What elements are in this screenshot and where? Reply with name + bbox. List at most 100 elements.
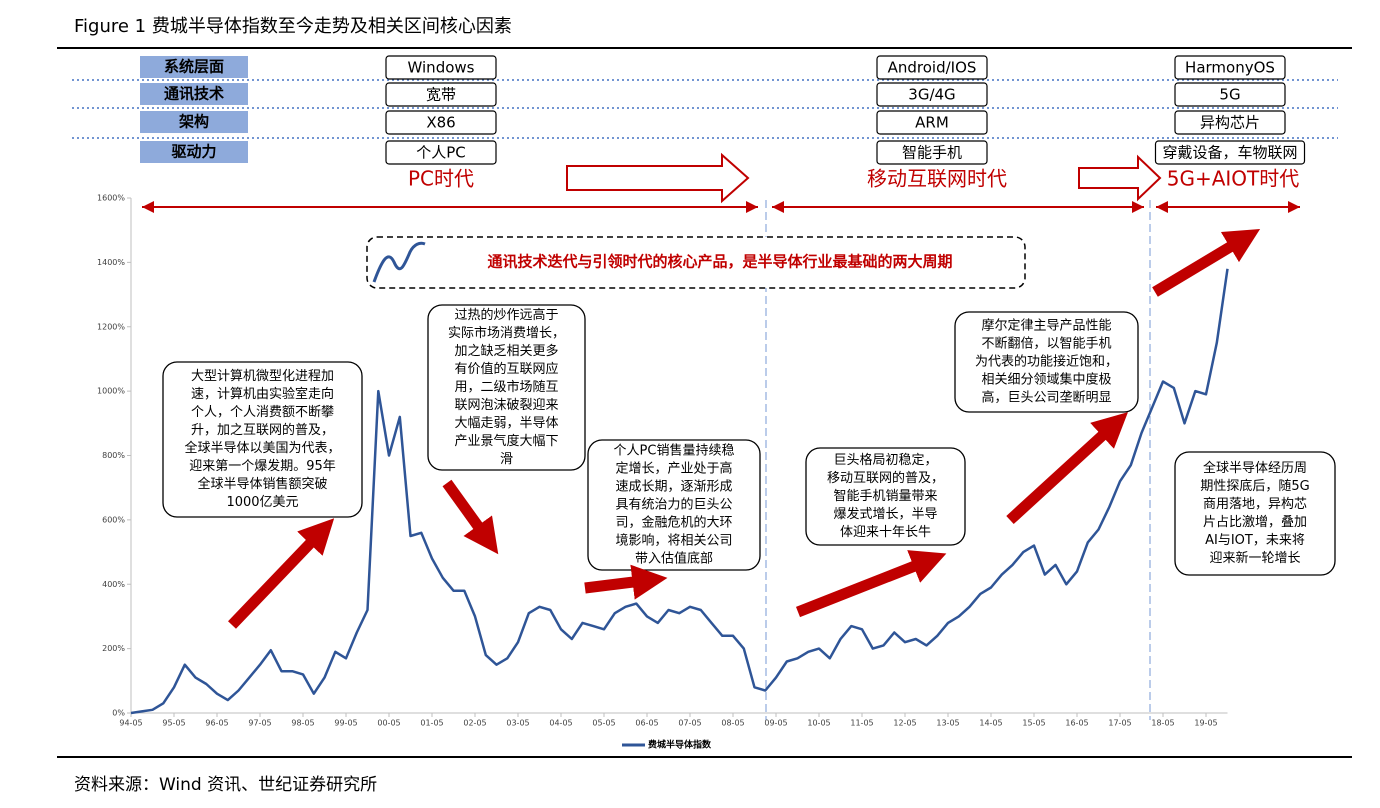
row-label-box [140,83,248,105]
x-tick-label: 02-05 [463,719,486,728]
row-value: 智能手机 [902,144,962,162]
row-value: X86 [426,114,455,132]
row-label-box [140,111,248,133]
annotation-box [427,304,586,471]
annotation-line: 产业景气度大幅下 [454,433,558,449]
x-tick-label: 94-05 [119,719,142,728]
annotation-line: 爆发式增长，半导 [833,506,937,522]
annotation-line: 滑 [500,452,513,467]
annotation-line: 商用落地，异构芯 [1203,497,1307,512]
annotation-line: 全球半导体以美国为代表， [184,440,340,456]
hollow-arrow [566,152,750,204]
annotation-line: 速成长期，逐渐形成 [615,480,732,495]
banner-icon [372,241,426,283]
row-value-box [385,140,497,165]
annotation-line: 个人，个人消费额不断攀 [191,405,334,420]
annotation-line: 期性探底后，随5G [1200,478,1309,494]
row-separators [72,79,1338,139]
row-value: 异构芯片 [1200,114,1260,132]
figure-title: Figure 1 费城半导体指数至今走势及相关区间核心因素 [74,16,512,37]
x-tick-label: 01-05 [420,719,443,728]
x-tick-label: 15-05 [1022,719,1045,728]
x-tick-label: 11-05 [850,719,873,728]
row-value-box [876,110,988,135]
x-tick-label: 14-05 [979,719,1002,728]
annotation-line: 定增长，产业处于高 [615,461,732,477]
row-value: 5G [1219,86,1240,104]
trend-arrows [228,228,1261,629]
era-label: 5G+AIOT时代 [1167,167,1300,191]
x-tick-label: 17-05 [1108,719,1131,728]
annotation-line: 加之缺乏相关更多 [454,343,558,359]
annotation-line: 1000亿美元 [226,495,298,510]
y-tick-label: 1000% [97,387,125,396]
annotation-line: 体迎来十年长牛 [840,525,931,540]
x-tick-label: 95-05 [162,719,185,728]
series-line [130,268,1229,715]
row-label: 系统层面 [164,58,224,76]
row-value-box [385,110,497,135]
annotation-line: 司，金融危机的大环 [615,515,732,531]
x-tick-label: 19-05 [1194,719,1217,728]
annotation-box [587,439,761,571]
annotation-line: 为代表的功能接近饱和， [975,354,1118,370]
row-label: 驱动力 [171,143,216,161]
x-tick-label: 08-05 [721,719,744,728]
row-value: Windows [408,59,475,77]
x-tick-label: 13-05 [936,719,959,728]
banner-box [366,236,1026,289]
annotation-line: 迎来第一个爆发期。95年 [189,458,336,474]
row-value-box [1154,140,1306,165]
x-tick-label: 09-05 [764,719,787,728]
annotation-line: 全球半导体经历周 [1203,460,1307,476]
row-value: ARM [915,114,949,132]
annotation-line: 速，计算机由实验室走向 [191,386,334,402]
row-label: 架构 [178,113,209,131]
y-tick-label: 1400% [97,258,125,267]
annotation-line: 片占比激增，叠加 [1203,515,1307,530]
row-label-box [140,141,248,163]
era-label: 移动互联网时代 [867,167,1007,191]
x-tick-label: 18-05 [1151,719,1174,728]
hollow-arrow [1078,154,1162,202]
annotation-line: 不断翻倍，以智能手机 [981,337,1111,352]
row-value: 3G/4G [908,86,955,104]
row-label: 通讯技术 [164,85,224,103]
row-value-box [1174,110,1286,135]
x-tick-label: 97-05 [248,719,271,728]
x-tick-label: 99-05 [334,719,357,728]
annotation-line: 相关细分领域集中度极 [981,372,1111,388]
legend-label: 费城半导体指数 [648,739,712,751]
annotation-box [162,361,363,518]
annotation-line: 全球半导体销售额突破 [197,476,327,492]
annotation-box [805,447,966,546]
y-tick-label: 1200% [97,322,125,331]
x-tick-label: 10-05 [807,719,830,728]
x-tick-label: 96-05 [205,719,228,728]
x-tick-label: 07-05 [678,719,701,728]
banner-text: 通讯技术迭代与引领时代的核心产品，是半导体行业最基础的两大周期 [487,253,952,271]
annotation-line: 过热的炒作远高于 [454,307,558,323]
annotation-line: 个人PC销售量持续稳 [614,443,735,459]
y-tick-label: 0% [112,709,125,718]
annotation-box [1174,451,1336,576]
annotation-line: 巨头格局初稳定， [833,452,937,468]
annotation-line: 迎来新一轮增长 [1209,550,1300,566]
annotation-line: 摩尔定律主导产品性能 [981,318,1111,334]
row-label-box [140,56,248,78]
row-value: 穿戴设备，车物联网 [1162,144,1297,162]
row-value-box [385,55,497,80]
annotation-line: 实际市场消费增长， [448,325,565,341]
annotation-line: 联网泡沫破裂迎来 [454,398,558,413]
era-label: PC时代 [408,167,474,191]
annotation-line: 带入估值底部 [635,551,713,567]
annotation-line: 移动互联网的普及， [827,470,944,486]
x-tick-label: 12-05 [893,719,916,728]
row-value-box [1174,55,1286,80]
annotation-line: AI与IOT，未来将 [1205,533,1305,548]
x-tick-label: 04-05 [549,719,572,728]
annotation-line: 境影响，将相关公司 [615,533,732,549]
x-tick-label: 98-05 [291,719,314,728]
annotation-line: 有价值的互联网应 [454,361,558,377]
